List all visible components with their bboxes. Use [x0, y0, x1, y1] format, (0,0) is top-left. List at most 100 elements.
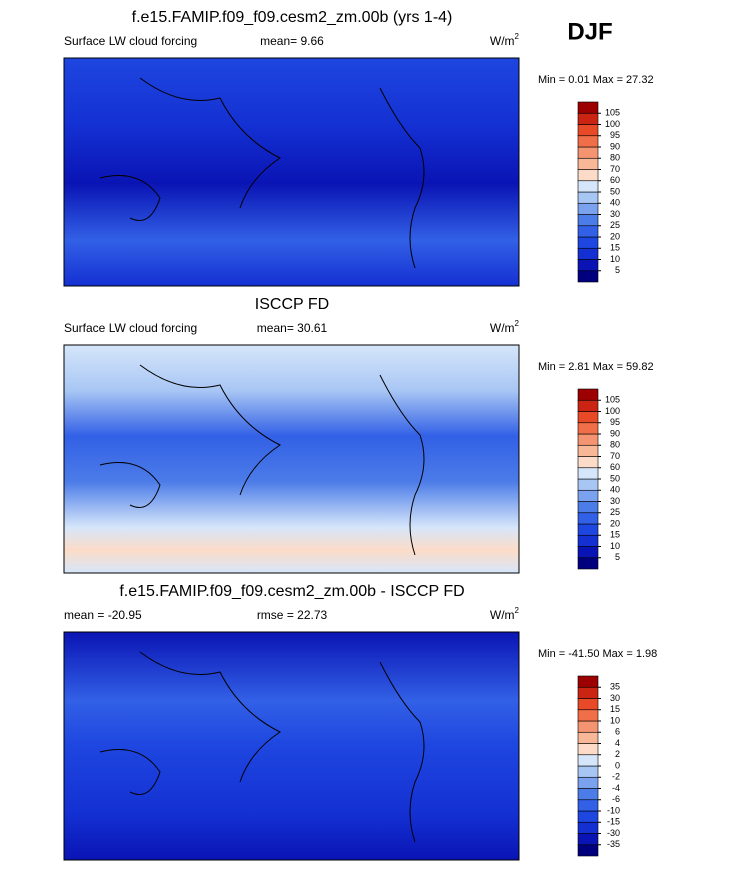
colorbar-box: [577, 799, 599, 812]
units-superscript: 2: [515, 319, 520, 328]
colorbar-box: [577, 433, 599, 446]
colorbar-label: -35: [607, 839, 620, 849]
colorbar-label: 100: [605, 119, 620, 129]
colorbar-label: 95: [610, 417, 620, 427]
left-label: Surface LW cloud forcing: [64, 321, 197, 335]
colorbar-box: [577, 225, 599, 238]
colorbar-box: [577, 214, 599, 227]
map: [63, 631, 520, 861]
colorbar-box: [577, 444, 599, 457]
colorbar-box: [577, 124, 599, 137]
colorbar-box: [577, 489, 599, 502]
colorbar-box: [577, 557, 599, 570]
colorbar-box: [577, 833, 599, 846]
colorbar-box: [577, 146, 599, 159]
colorbar-label: 25: [610, 507, 620, 517]
colorbar-box: [577, 709, 599, 722]
colorbar-label: -15: [607, 817, 620, 827]
colorbar-box: [577, 157, 599, 170]
center-label: mean= 9.66: [260, 34, 324, 48]
units-label: W/m2: [490, 319, 520, 335]
colorbar-label: 10: [610, 715, 620, 725]
colorbar-box: [577, 236, 599, 249]
colorbar-box: [577, 698, 599, 711]
min-max-label: Min = -41.50 Max = 1.98: [538, 648, 657, 660]
center-label: mean= 30.61: [257, 321, 328, 335]
colorbar-label: 5: [615, 552, 620, 562]
colorbar-box: [577, 788, 599, 801]
colorbar-box: [577, 501, 599, 514]
left-label: mean = -20.95: [64, 608, 142, 622]
colorbar-box: [577, 456, 599, 469]
colorbar-box: [577, 523, 599, 536]
colorbar-label: -6: [612, 794, 620, 804]
units-label: W/m2: [490, 606, 520, 622]
colorbar-box: [577, 675, 599, 688]
map: [63, 57, 520, 287]
center-label: rmse = 22.73: [257, 608, 328, 622]
colorbar-label: 80: [610, 153, 620, 163]
colorbar-label: 25: [610, 220, 620, 230]
colorbar-box: [577, 112, 599, 125]
colorbar-label: 15: [610, 530, 620, 540]
colorbar-label: 60: [610, 462, 620, 472]
colorbar-label: 95: [610, 130, 620, 140]
colorbar-label: 5: [615, 265, 620, 275]
colorbar-label: -2: [612, 772, 620, 782]
units: W/m: [490, 608, 515, 622]
coastline: [99, 364, 425, 556]
colorbar-box: [577, 776, 599, 789]
min-max-label: Min = 2.81 Max = 59.82: [538, 361, 654, 373]
colorbar-box: [577, 467, 599, 480]
min-max-label: Min = 0.01 Max = 27.32: [538, 74, 654, 86]
colorbar-label: 30: [610, 496, 620, 506]
units: W/m: [490, 34, 515, 48]
colorbar-box: [577, 720, 599, 733]
units-superscript: 2: [515, 606, 520, 615]
colorbar-label: 90: [610, 141, 620, 151]
colorbar-label: 15: [610, 243, 620, 253]
coastline: [99, 77, 425, 269]
colorbar-box: [577, 478, 599, 491]
colorbar-box: [577, 180, 599, 193]
colorbar-label: -30: [607, 828, 620, 838]
colorbar-label: 30: [610, 693, 620, 703]
colorbar-label: 30: [610, 209, 620, 219]
colorbar-box: [577, 202, 599, 215]
colorbar-label: 6: [615, 727, 620, 737]
panel-title: ISCCP FD: [255, 296, 329, 313]
colorbar-box: [577, 754, 599, 767]
colorbar-label: 90: [610, 428, 620, 438]
colorbar-box: [577, 546, 599, 559]
units-label: W/m2: [490, 32, 520, 48]
colorbar-label: 15: [610, 704, 620, 714]
colorbar-label: 105: [605, 395, 620, 405]
colorbar-box: [577, 101, 599, 114]
colorbar-box: [577, 810, 599, 823]
colorbar-box: [577, 743, 599, 756]
colorbar-box: [577, 731, 599, 744]
colorbar-box: [577, 247, 599, 260]
colorbar-box: [577, 399, 599, 412]
colorbar-label: 35: [610, 682, 620, 692]
map: [63, 344, 520, 574]
colorbar-box: [577, 135, 599, 148]
colorbar-box: [577, 169, 599, 182]
colorbar-label: 2: [615, 749, 620, 759]
colorbar-label: 50: [610, 186, 620, 196]
colorbar-box: [577, 191, 599, 204]
colorbar-label: 20: [610, 518, 620, 528]
colorbar-label: 105: [605, 108, 620, 118]
colorbar-label: 70: [610, 451, 620, 461]
colorbar-label: 80: [610, 440, 620, 450]
panel-title: f.e15.FAMIP.f09_f09.cesm2_zm.00b - ISCCP…: [119, 583, 464, 600]
colorbar-box: [577, 844, 599, 857]
colorbar-box: [577, 259, 599, 272]
coastline: [99, 651, 425, 843]
colorbar-label: -4: [612, 783, 620, 793]
colorbar-label: -10: [607, 805, 620, 815]
colorbar-label: 40: [610, 198, 620, 208]
colorbar-box: [577, 686, 599, 699]
colorbar-label: 60: [610, 175, 620, 185]
